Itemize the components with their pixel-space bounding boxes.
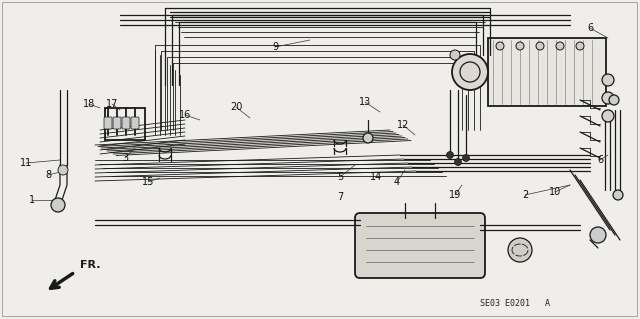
Circle shape bbox=[58, 165, 68, 175]
Text: 6: 6 bbox=[587, 23, 593, 33]
Text: 11: 11 bbox=[20, 158, 32, 168]
Text: 7: 7 bbox=[337, 192, 343, 202]
FancyBboxPatch shape bbox=[131, 117, 139, 129]
Circle shape bbox=[556, 42, 564, 50]
Circle shape bbox=[613, 190, 623, 200]
Text: 12: 12 bbox=[397, 120, 409, 130]
Text: 2: 2 bbox=[522, 190, 528, 200]
Text: 14: 14 bbox=[370, 172, 382, 182]
Text: 6: 6 bbox=[597, 155, 603, 165]
Circle shape bbox=[496, 42, 504, 50]
Circle shape bbox=[536, 42, 544, 50]
FancyBboxPatch shape bbox=[122, 117, 130, 129]
Text: 5: 5 bbox=[337, 172, 343, 182]
Text: 13: 13 bbox=[359, 97, 371, 107]
Text: 15: 15 bbox=[142, 177, 154, 187]
Text: 20: 20 bbox=[230, 102, 242, 112]
Circle shape bbox=[454, 159, 461, 166]
Text: 19: 19 bbox=[449, 190, 461, 200]
FancyBboxPatch shape bbox=[355, 213, 485, 278]
Circle shape bbox=[508, 238, 532, 262]
FancyBboxPatch shape bbox=[113, 117, 121, 129]
Text: 3: 3 bbox=[122, 153, 128, 163]
Circle shape bbox=[51, 198, 65, 212]
Circle shape bbox=[516, 42, 524, 50]
Text: 16: 16 bbox=[179, 110, 191, 120]
Circle shape bbox=[602, 110, 614, 122]
FancyBboxPatch shape bbox=[104, 117, 112, 129]
Circle shape bbox=[602, 74, 614, 86]
Text: 10: 10 bbox=[549, 187, 561, 197]
Circle shape bbox=[463, 154, 470, 161]
Bar bbox=[488, 38, 606, 106]
Circle shape bbox=[609, 95, 619, 105]
Text: 17: 17 bbox=[106, 99, 118, 109]
Circle shape bbox=[450, 50, 460, 60]
Text: SE03 E0201   A: SE03 E0201 A bbox=[480, 299, 550, 308]
Circle shape bbox=[452, 54, 488, 90]
Text: 18: 18 bbox=[83, 99, 95, 109]
Text: 1: 1 bbox=[29, 195, 35, 205]
Circle shape bbox=[363, 133, 373, 143]
Text: 9: 9 bbox=[272, 42, 278, 52]
Text: 4: 4 bbox=[394, 177, 400, 187]
Text: 8: 8 bbox=[45, 170, 51, 180]
Text: FR.: FR. bbox=[80, 260, 100, 270]
Circle shape bbox=[576, 42, 584, 50]
Circle shape bbox=[590, 227, 606, 243]
Circle shape bbox=[447, 152, 454, 159]
Circle shape bbox=[602, 92, 614, 104]
